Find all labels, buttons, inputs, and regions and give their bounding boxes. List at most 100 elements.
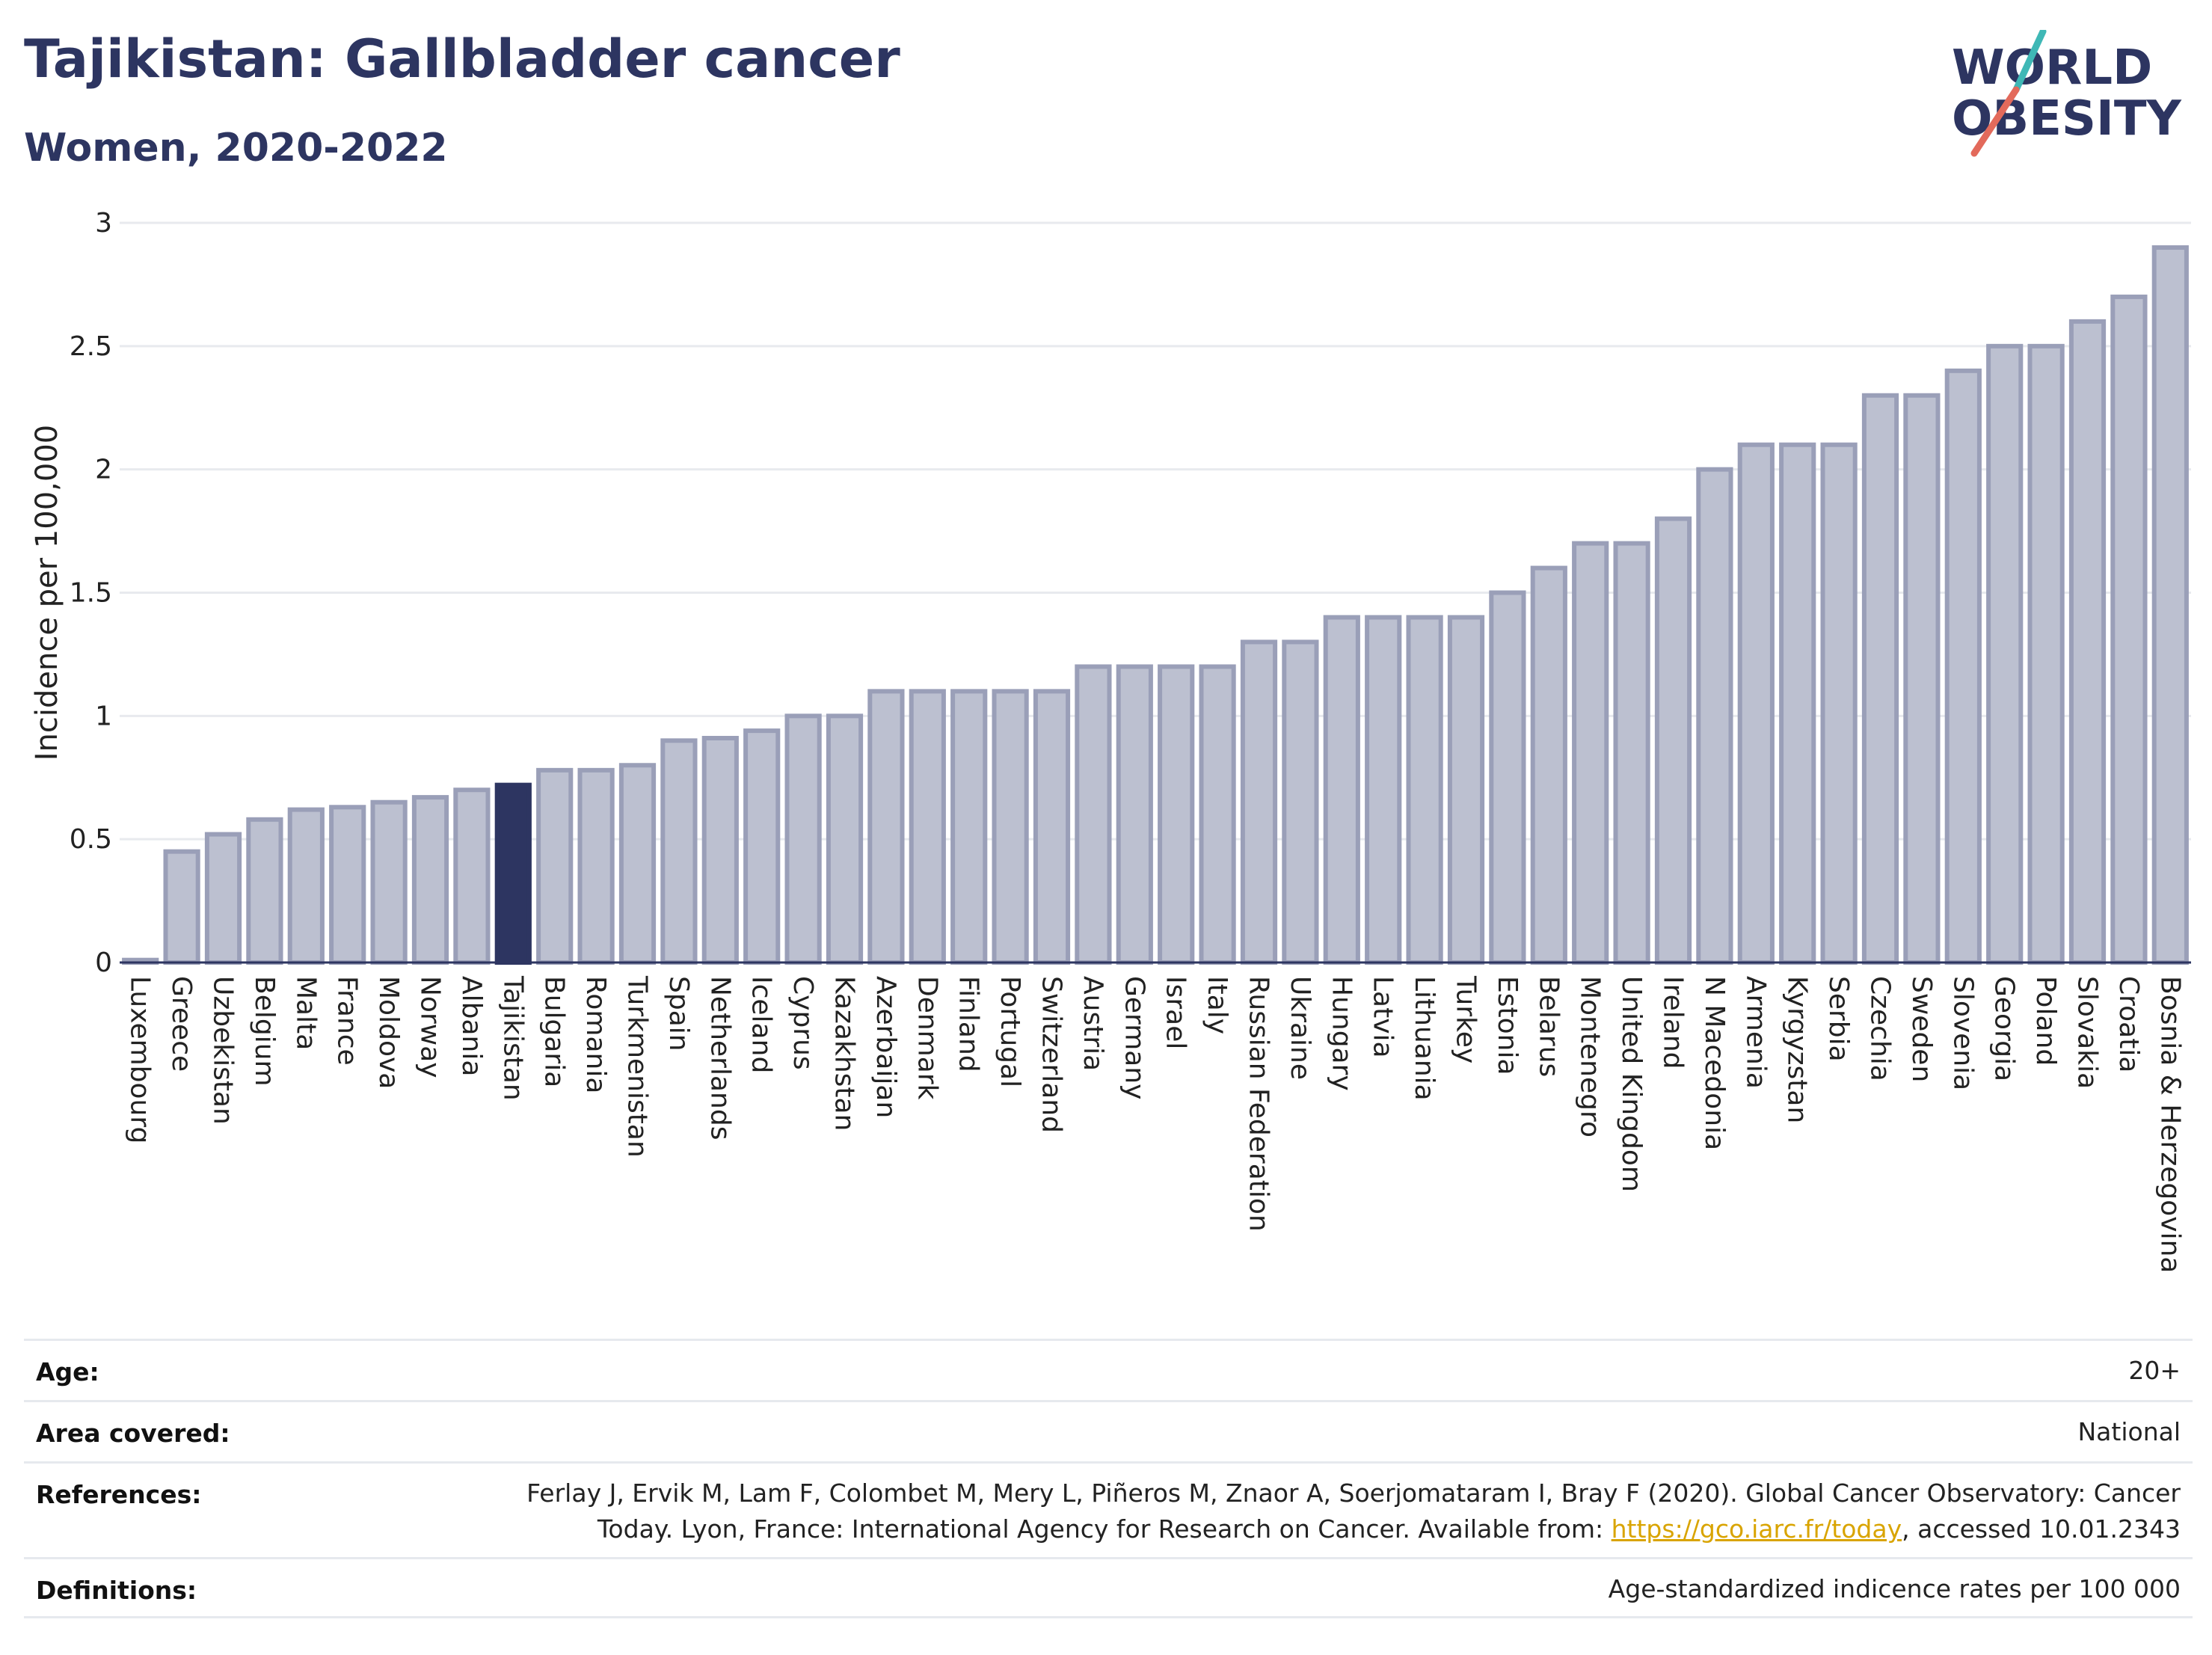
info-references-value: Ferlay J, Ervik M, Lam F, Colombet M, Me… [526,1476,2181,1547]
x-tick-label: Moldova [373,976,404,1089]
bar-germany[interactable] [1116,664,1153,965]
y-tick-label: 1.5 [70,578,112,609]
bar-turkey[interactable] [1447,615,1485,965]
x-tick-label: Iceland [746,976,777,1073]
references-link[interactable]: https://gco.iarc.fr/today [1611,1514,1902,1544]
bar-norway[interactable] [411,795,449,965]
bar-czechia[interactable] [1861,393,1899,965]
info-row-age: Age: 20+ [24,1339,2193,1400]
y-tick-label: 2.5 [70,331,112,362]
x-tick-label: Malta [290,976,321,1050]
x-tick-label: France [332,976,363,1066]
x-tick-label: Portugal [995,976,1025,1087]
bar-sweden[interactable] [1903,393,1941,965]
bar-israel[interactable] [1158,664,1195,965]
bar-netherlands[interactable] [701,736,739,965]
bar-malta[interactable] [287,807,325,965]
info-references-label: References: [36,1480,202,1509]
bar-slovenia[interactable] [1944,368,1982,965]
info-age-value: 20+ [2128,1356,2181,1385]
info-age-label: Age: [36,1357,99,1387]
x-tick-label: Luxembourg [125,976,156,1143]
bar-moldova[interactable] [370,799,408,965]
bar-ukraine[interactable] [1282,639,1319,965]
bar-azerbaijan[interactable] [867,689,905,965]
x-tick-label: Switzerland [1036,976,1067,1133]
x-axis-tick-labels: Luxembourg Greece Uzbekistan Belgium Malta Fr… [125,975,2186,1273]
bar-montenegro[interactable] [1572,541,1609,965]
x-tick-label: Finland [953,976,984,1072]
x-tick-label: United Kingdom [1616,976,1647,1192]
bar-cyprus[interactable] [784,713,822,965]
bar-chart: 0 0.5 1 1.5 2 2.5 3 Luxembourg Greece Uzbekistan… [30,208,2191,1273]
x-tick-label: Armenia [1740,976,1771,1089]
x-tick-label: Albania [456,976,487,1076]
x-tick-label: Croatia [2113,976,2144,1072]
x-tick-label: Israel [1161,976,1191,1049]
bar-russian-federation[interactable] [1240,639,1278,965]
bar-belarus[interactable] [1530,565,1567,965]
bar-bulgaria[interactable] [536,767,574,965]
x-tick-label: Slovakia [2072,976,2103,1089]
bar-serbia[interactable] [1820,442,1858,965]
x-tick-label: Bulgaria [539,976,570,1087]
bar-uzbekistan[interactable] [204,832,242,965]
bar-romania[interactable] [577,767,615,965]
bar-france[interactable] [329,805,366,965]
bar-poland[interactable] [2027,343,2065,965]
y-tick-label: 1 [95,701,112,731]
y-axis-label: Incidence per 100,000 [30,425,64,761]
bar-denmark[interactable] [909,689,946,965]
bar-kazakhstan[interactable] [826,713,864,965]
bar-belgium[interactable] [246,817,283,965]
bar-iceland[interactable] [743,728,781,965]
bar-albania[interactable] [453,787,491,965]
x-tick-label: Belarus [1533,976,1564,1077]
x-tick-label: Sweden [1906,976,1937,1082]
bar-finland[interactable] [950,689,988,965]
bar-united-kingdom[interactable] [1613,541,1650,965]
bars [122,245,2189,965]
bar-italy[interactable] [1199,664,1236,965]
bar-slovakia[interactable] [2068,319,2107,965]
bar-tajikistan[interactable] [494,782,532,965]
bar-lithuania[interactable] [1406,615,1443,965]
x-tick-label: Lithuania [1409,976,1440,1101]
bar-ireland[interactable] [1654,516,1692,965]
bar-hungary[interactable] [1323,615,1360,965]
logo-slash-teal [2012,30,2047,93]
bar-estonia[interactable] [1489,590,1526,965]
chart-title: Tajikistan: Gallbladder cancer [24,28,900,90]
bar-kyrgyzstan[interactable] [1779,442,1816,965]
x-tick-label: Netherlands [704,976,735,1140]
x-tick-label: Slovenia [1947,976,1978,1090]
y-tick-label: 2 [95,455,112,485]
bar-latvia[interactable] [1365,615,1402,965]
bar-croatia[interactable] [2110,294,2148,965]
bar-switzerland[interactable] [1033,689,1071,965]
x-tick-label: Montenegro [1575,976,1606,1137]
bar-georgia[interactable] [1986,343,2024,965]
info-row-area: Area covered: National [24,1400,2193,1461]
y-tick-label: 0 [95,948,112,978]
x-tick-label: Denmark [912,976,942,1100]
bar-armenia[interactable] [1737,442,1775,965]
bar-bosnia-herzegovina[interactable] [2151,245,2189,965]
x-tick-label: Norway [415,976,446,1078]
bar-n-macedonia[interactable] [1696,467,1733,965]
x-tick-label: Poland [2030,976,2061,1066]
x-tick-label: Turkmenistan [622,975,653,1158]
logo-slash-red [1970,86,2020,157]
x-tick-label: Germany [1119,976,1149,1099]
bar-portugal[interactable] [992,689,1029,965]
bar-greece[interactable] [163,849,200,965]
x-tick-label: Romania [580,976,611,1093]
bar-turkmenistan[interactable] [618,763,657,965]
x-tick-label: Georgia [1989,976,2020,1081]
x-tick-label: Belgium [249,976,280,1087]
bar-spain[interactable] [660,738,698,965]
x-tick-label: Bosnia & Herzegovina [2154,976,2185,1273]
x-tick-label: Tajikistan [497,975,528,1101]
info-definitions-value: Age-standardized indicence rates per 100… [1608,1574,2181,1603]
bar-austria[interactable] [1075,664,1112,965]
